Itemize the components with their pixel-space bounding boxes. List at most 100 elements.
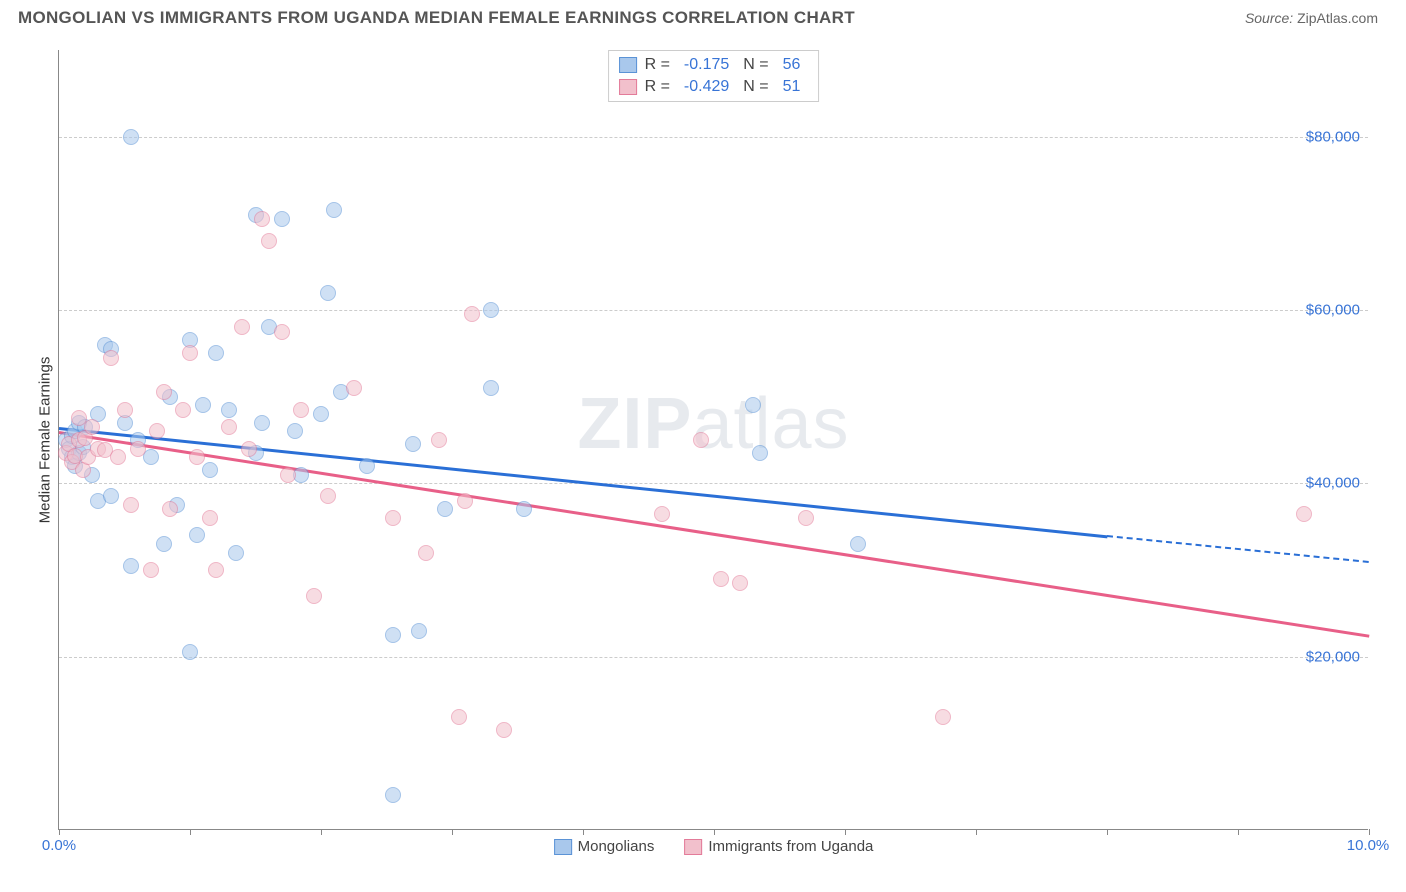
stat-N-0: 56: [783, 54, 801, 76]
data-point-series-1: [1296, 506, 1312, 522]
data-point-series-1: [274, 324, 290, 340]
data-point-series-0: [287, 423, 303, 439]
data-point-series-1: [431, 432, 447, 448]
data-point-series-1: [451, 709, 467, 725]
data-point-series-1: [654, 506, 670, 522]
x-tick: [976, 829, 977, 835]
stats-row-0: R = -0.175 N = 56: [619, 54, 807, 76]
y-tick-label: $40,000: [1306, 475, 1360, 492]
x-tick: [59, 829, 60, 835]
data-point-series-0: [359, 458, 375, 474]
data-point-series-1: [175, 402, 191, 418]
data-point-series-1: [418, 545, 434, 561]
watermark: ZIPatlas: [577, 383, 849, 465]
data-point-series-0: [156, 536, 172, 552]
data-point-series-0: [103, 488, 119, 504]
stat-R-label: R =: [645, 76, 670, 98]
data-point-series-1: [84, 419, 100, 435]
source-value: ZipAtlas.com: [1297, 10, 1378, 26]
stat-R-0: -0.175: [684, 54, 729, 76]
data-point-series-0: [221, 402, 237, 418]
data-point-series-1: [346, 380, 362, 396]
data-point-series-1: [464, 306, 480, 322]
data-point-series-0: [385, 787, 401, 803]
stat-N-label: N =: [743, 54, 768, 76]
data-point-series-0: [202, 462, 218, 478]
data-point-series-1: [306, 588, 322, 604]
x-tick: [845, 829, 846, 835]
trend-line-extrapolated: [1107, 535, 1369, 563]
swatch-series-0: [619, 57, 637, 73]
data-point-series-0: [313, 406, 329, 422]
chart-title: MONGOLIAN VS IMMIGRANTS FROM UGANDA MEDI…: [18, 8, 855, 28]
data-point-series-1: [798, 510, 814, 526]
data-point-series-1: [261, 233, 277, 249]
y-tick-label: $20,000: [1306, 648, 1360, 665]
data-point-series-0: [189, 527, 205, 543]
stat-N-1: 51: [783, 76, 801, 98]
data-point-series-0: [411, 623, 427, 639]
data-point-series-1: [713, 571, 729, 587]
data-point-series-1: [117, 402, 133, 418]
data-point-series-0: [483, 380, 499, 396]
data-point-series-1: [149, 423, 165, 439]
data-point-series-1: [234, 319, 250, 335]
x-tick: [1238, 829, 1239, 835]
data-point-series-1: [935, 709, 951, 725]
plot-area: Median Female Earnings ZIPatlas R = -0.1…: [58, 50, 1368, 830]
x-axis-labels: 0.0% 10.0%: [59, 837, 1368, 857]
data-point-series-1: [202, 510, 218, 526]
stat-R-label: R =: [645, 54, 670, 76]
data-point-series-0: [228, 545, 244, 561]
data-point-series-1: [293, 402, 309, 418]
y-tick-label: $60,000: [1306, 302, 1360, 319]
swatch-series-1: [619, 79, 637, 95]
data-point-series-0: [123, 558, 139, 574]
data-point-series-1: [208, 562, 224, 578]
data-point-series-1: [110, 449, 126, 465]
data-point-series-0: [326, 202, 342, 218]
stat-N-label: N =: [743, 76, 768, 98]
data-point-series-0: [143, 449, 159, 465]
data-point-series-1: [457, 493, 473, 509]
data-point-series-1: [143, 562, 159, 578]
data-point-series-0: [254, 415, 270, 431]
data-point-series-0: [405, 436, 421, 452]
data-point-series-1: [182, 345, 198, 361]
data-point-series-0: [274, 211, 290, 227]
data-point-series-0: [182, 644, 198, 660]
data-point-series-0: [516, 501, 532, 517]
x-tick: [1107, 829, 1108, 835]
data-point-series-1: [320, 488, 336, 504]
source-label: Source:: [1245, 10, 1293, 26]
data-point-series-1: [254, 211, 270, 227]
data-point-series-1: [280, 467, 296, 483]
stats-legend: R = -0.175 N = 56 R = -0.429 N = 51: [608, 50, 820, 102]
data-point-series-1: [162, 501, 178, 517]
data-point-series-0: [483, 302, 499, 318]
y-tick-label: $80,000: [1306, 128, 1360, 145]
source-attribution: Source: ZipAtlas.com: [1245, 10, 1378, 26]
data-point-series-1: [732, 575, 748, 591]
data-point-series-1: [221, 419, 237, 435]
header: MONGOLIAN VS IMMIGRANTS FROM UGANDA MEDI…: [0, 0, 1406, 32]
gridline: [59, 137, 1368, 138]
watermark-suffix: atlas: [692, 384, 849, 464]
data-point-series-1: [130, 441, 146, 457]
data-point-series-1: [123, 497, 139, 513]
data-point-series-0: [745, 397, 761, 413]
x-tick-label-min: 0.0%: [42, 837, 76, 854]
stats-row-1: R = -0.429 N = 51: [619, 76, 807, 98]
gridline: [59, 483, 1368, 484]
x-tick: [583, 829, 584, 835]
trend-line: [59, 431, 1369, 637]
data-point-series-0: [195, 397, 211, 413]
chart-container: Median Female Earnings ZIPatlas R = -0.1…: [18, 40, 1388, 840]
data-point-series-1: [693, 432, 709, 448]
x-tick: [321, 829, 322, 835]
data-point-series-0: [320, 285, 336, 301]
watermark-prefix: ZIP: [577, 384, 692, 464]
stat-R-1: -0.429: [684, 76, 729, 98]
data-point-series-1: [189, 449, 205, 465]
data-point-series-0: [752, 445, 768, 461]
